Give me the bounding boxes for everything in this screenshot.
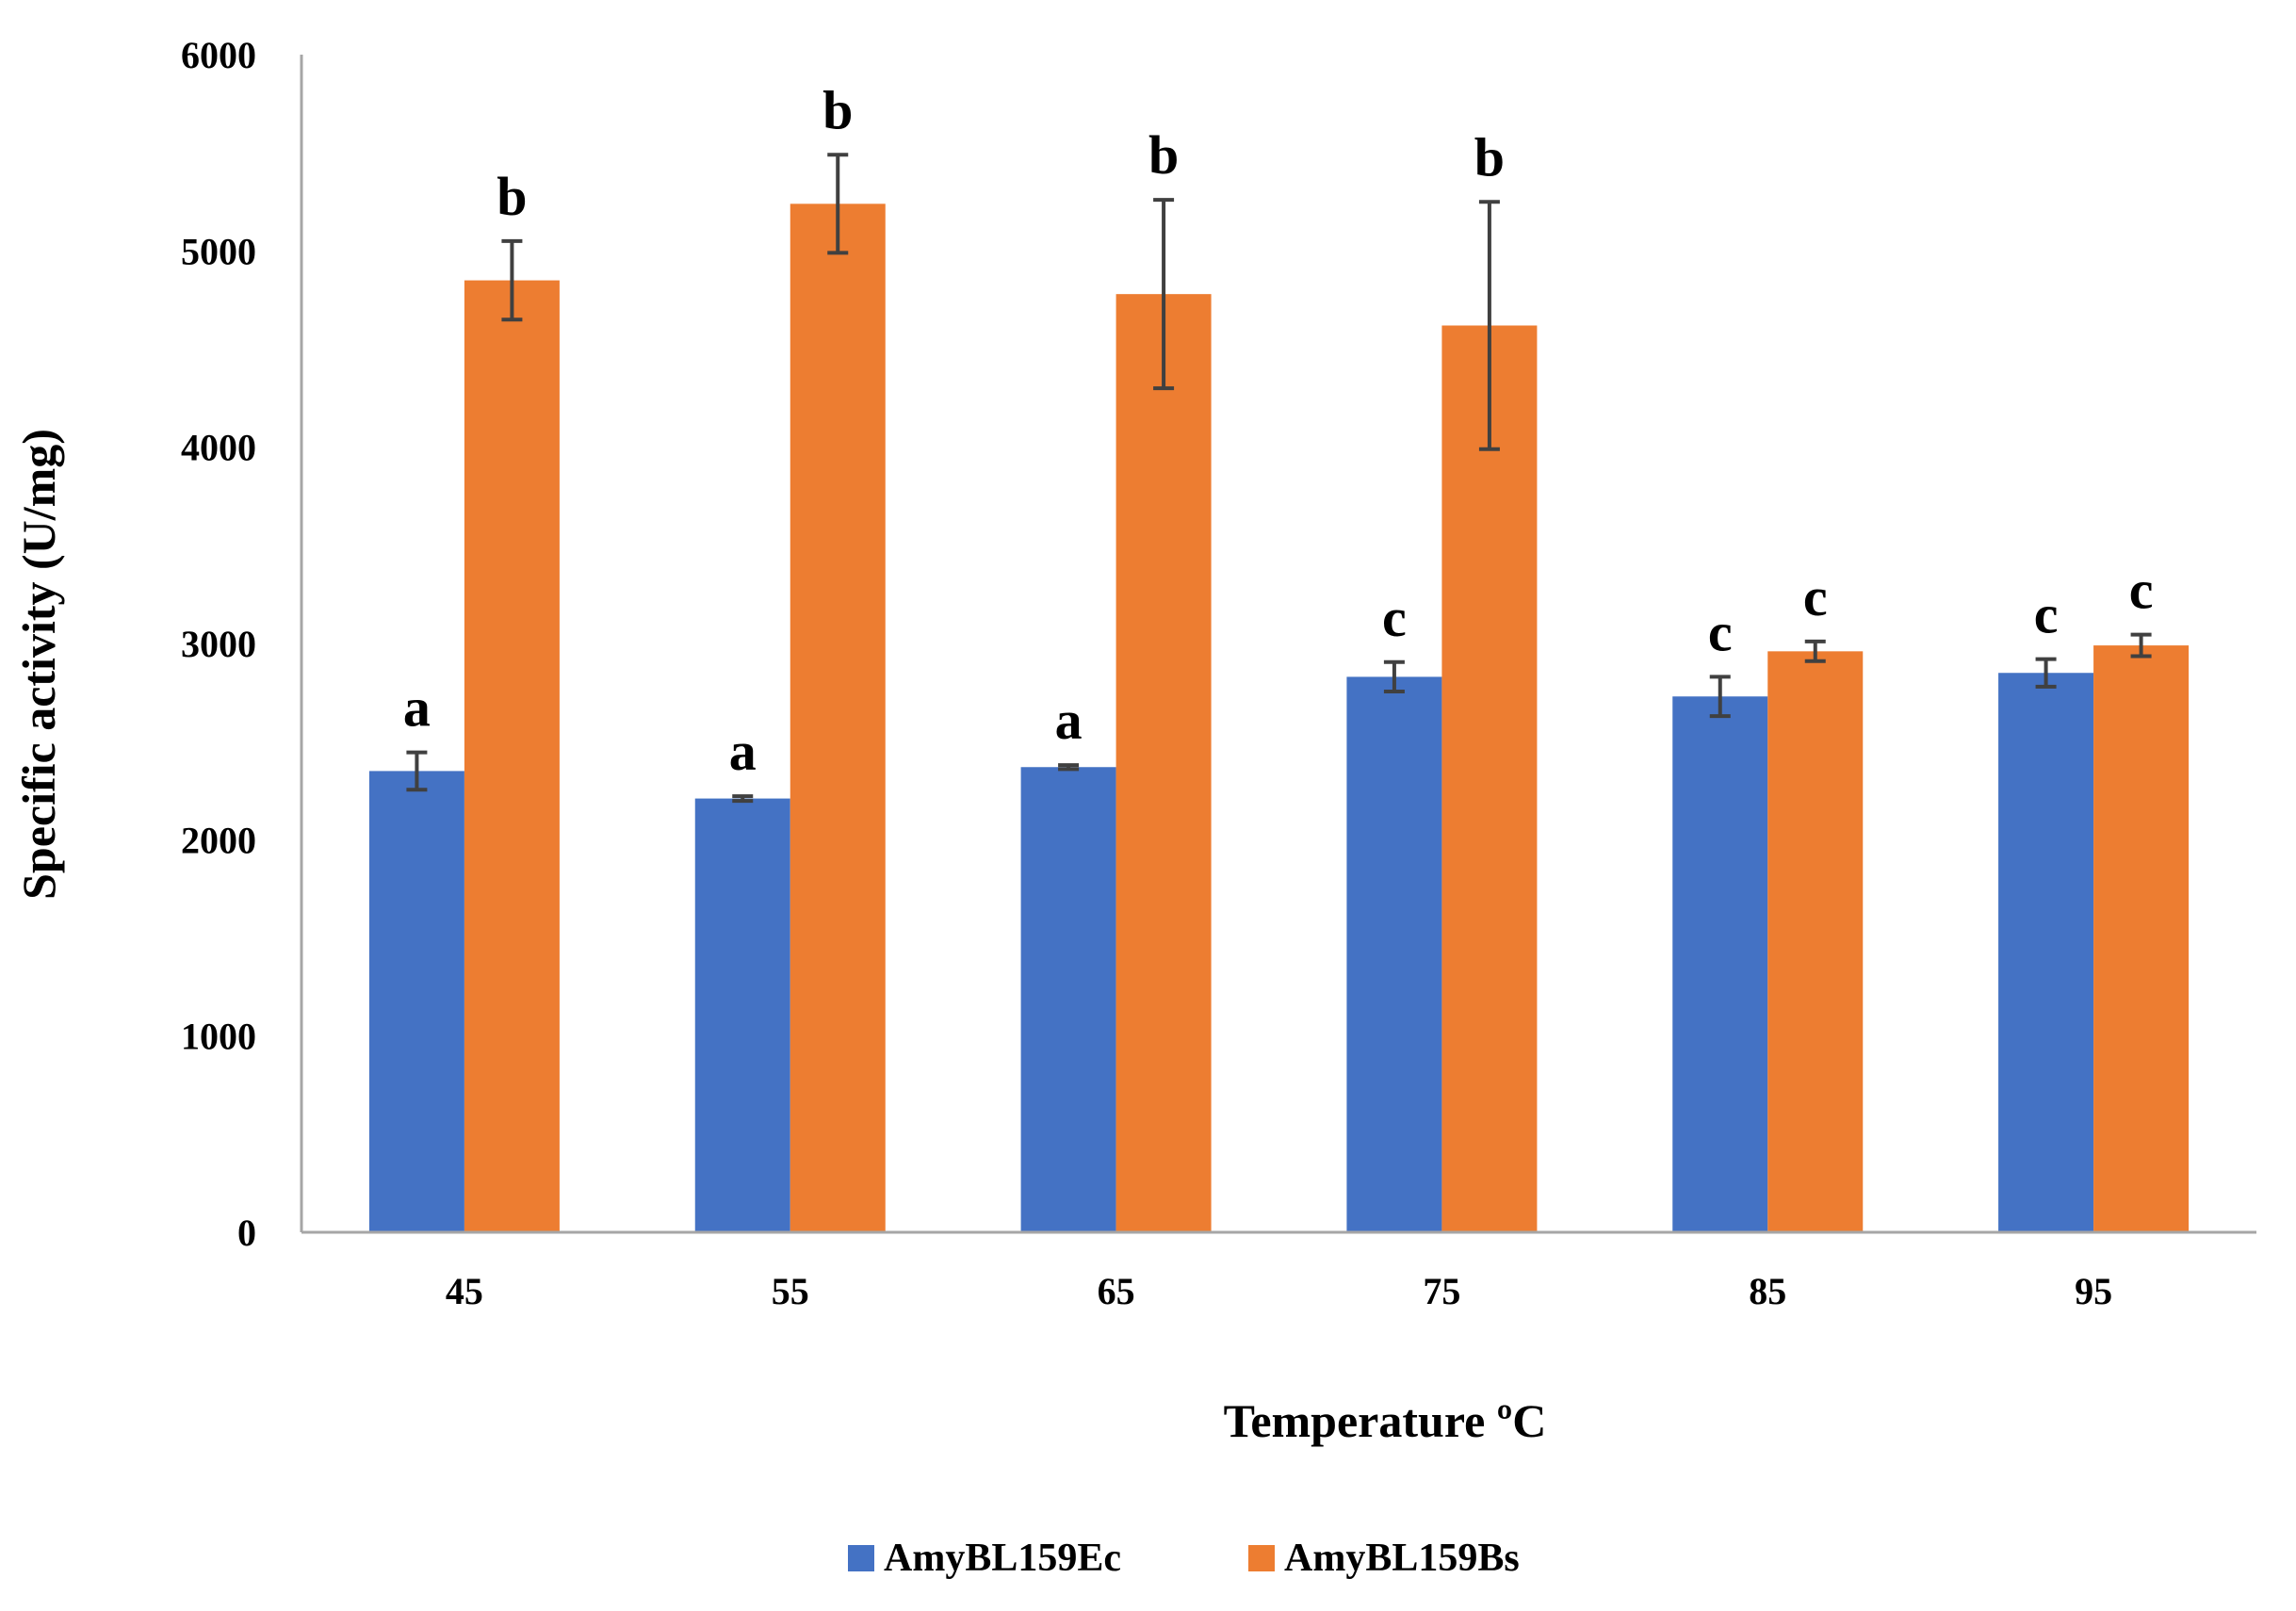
bar-ec-95 <box>1998 673 2094 1232</box>
y-tick-label: 0 <box>237 1212 256 1254</box>
significance-labels-layer: a b a b a b c b c c c c <box>403 79 2154 782</box>
x-axis-title: Temperature ºC <box>1224 1394 1547 1447</box>
y-tick-label: 5000 <box>181 230 256 272</box>
error-bars-layer <box>406 153 2152 804</box>
legend-label-series-2: AmyBL159Bs <box>1284 1537 1520 1580</box>
y-tick-label: 3000 <box>181 623 256 665</box>
x-tick-label: 45 <box>446 1270 483 1312</box>
bar-bs-65 <box>1115 294 1212 1233</box>
legend-label-series-1: AmyBL159Ec <box>884 1537 1121 1580</box>
y-axis-title: Specific activity (U/mg) <box>12 429 65 900</box>
significance-label: c <box>1803 566 1828 627</box>
y-tick-label: 4000 <box>181 427 256 469</box>
significance-label: a <box>729 721 757 782</box>
significance-label: c <box>2034 584 2059 645</box>
significance-label: b <box>1474 126 1505 187</box>
bar-bs-45 <box>464 280 560 1232</box>
legend-swatch-series-2 <box>1248 1545 1275 1571</box>
bar-bs-85 <box>1767 651 1864 1232</box>
y-tick-label: 1000 <box>181 1016 256 1058</box>
y-axis: 0 1000 2000 3000 4000 5000 6000 <box>181 34 303 1254</box>
x-tick-label: 55 <box>772 1270 809 1312</box>
legend: AmyBL159Ec AmyBL159Bs <box>848 1537 1520 1580</box>
y-tick-label: 6000 <box>181 34 256 76</box>
x-tick-label: 95 <box>2075 1270 2112 1312</box>
significance-label: a <box>1055 690 1083 751</box>
bar-ec-75 <box>1346 676 1442 1232</box>
bar-bs-95 <box>2093 645 2190 1232</box>
significance-label: c <box>1382 587 1407 648</box>
y-tick-label: 2000 <box>181 819 256 861</box>
x-tick-label: 75 <box>1423 1270 1460 1312</box>
significance-label: b <box>497 166 527 227</box>
significance-label: a <box>403 677 431 739</box>
significance-label: b <box>822 79 853 140</box>
significance-label: c <box>2129 560 2154 621</box>
bar-bs-75 <box>1441 325 1538 1232</box>
significance-label: c <box>1708 601 1733 662</box>
legend-swatch-series-1 <box>848 1545 874 1571</box>
x-axis: 45 55 65 75 85 95 <box>301 1230 2256 1312</box>
bars-layer <box>368 203 2190 1233</box>
bar-ec-85 <box>1672 696 1768 1232</box>
bar-ec-45 <box>368 771 464 1232</box>
bar-ec-65 <box>1020 767 1116 1232</box>
x-tick-label: 85 <box>1749 1270 1786 1312</box>
significance-label: b <box>1148 124 1179 186</box>
x-tick-label: 65 <box>1098 1270 1135 1312</box>
bar-bs-55 <box>790 203 886 1232</box>
bar-ec-55 <box>694 798 790 1232</box>
